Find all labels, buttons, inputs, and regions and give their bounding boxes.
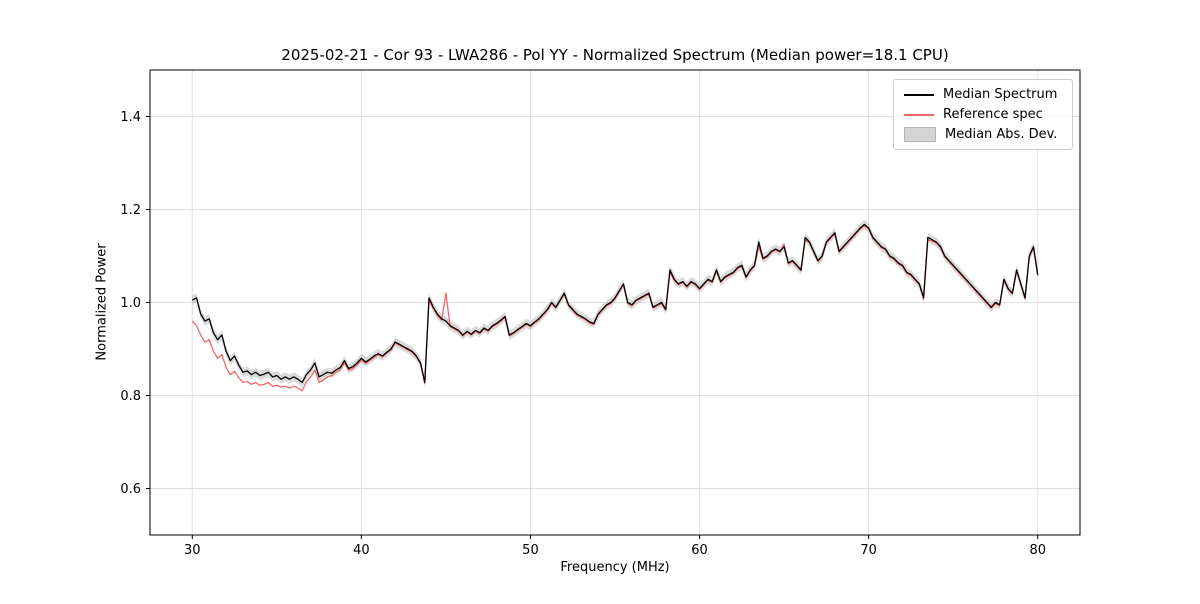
x-tick-label: 50 (522, 543, 539, 558)
y-tick-label: 1.0 (120, 296, 141, 311)
y-tick-label: 0.6 (120, 482, 141, 497)
median-abs-dev-band (192, 219, 1038, 388)
x-tick-label: 70 (860, 543, 877, 558)
median-abs-dev-patch-swatch (904, 127, 936, 142)
x-tick-label: 60 (691, 543, 708, 558)
x-tick-label: 30 (184, 543, 201, 558)
median-spectrum-line-swatch (904, 93, 934, 96)
x-tick-label: 40 (353, 543, 370, 558)
reference-spec-line-swatch (904, 113, 934, 116)
reference-spec-line (191, 225, 1039, 392)
y-tick-label: 0.8 (120, 389, 141, 404)
chart-title: 2025-02-21 - Cor 93 - LWA286 - Pol YY - … (281, 46, 949, 64)
legend-item-median-spectrum: Median Spectrum (904, 87, 1062, 102)
legend: Median Spectrum Reference spec Median Ab… (893, 79, 1073, 150)
x-tick-label: 80 (1029, 543, 1046, 558)
legend-item-median-abs-dev: Median Abs. Dev. (904, 127, 1062, 142)
legend-label: Reference spec (943, 107, 1043, 122)
median-spectrum-line (191, 223, 1039, 384)
legend-item-reference-spec: Reference spec (904, 107, 1062, 122)
legend-label: Median Abs. Dev. (945, 127, 1058, 142)
y-tick-label: 1.4 (120, 110, 141, 125)
y-axis-label: Normalized Power (94, 243, 110, 361)
y-tick-label: 1.2 (120, 203, 141, 218)
x-axis-label: Frequency (MHz) (560, 560, 670, 575)
legend-label: Median Spectrum (943, 87, 1058, 102)
